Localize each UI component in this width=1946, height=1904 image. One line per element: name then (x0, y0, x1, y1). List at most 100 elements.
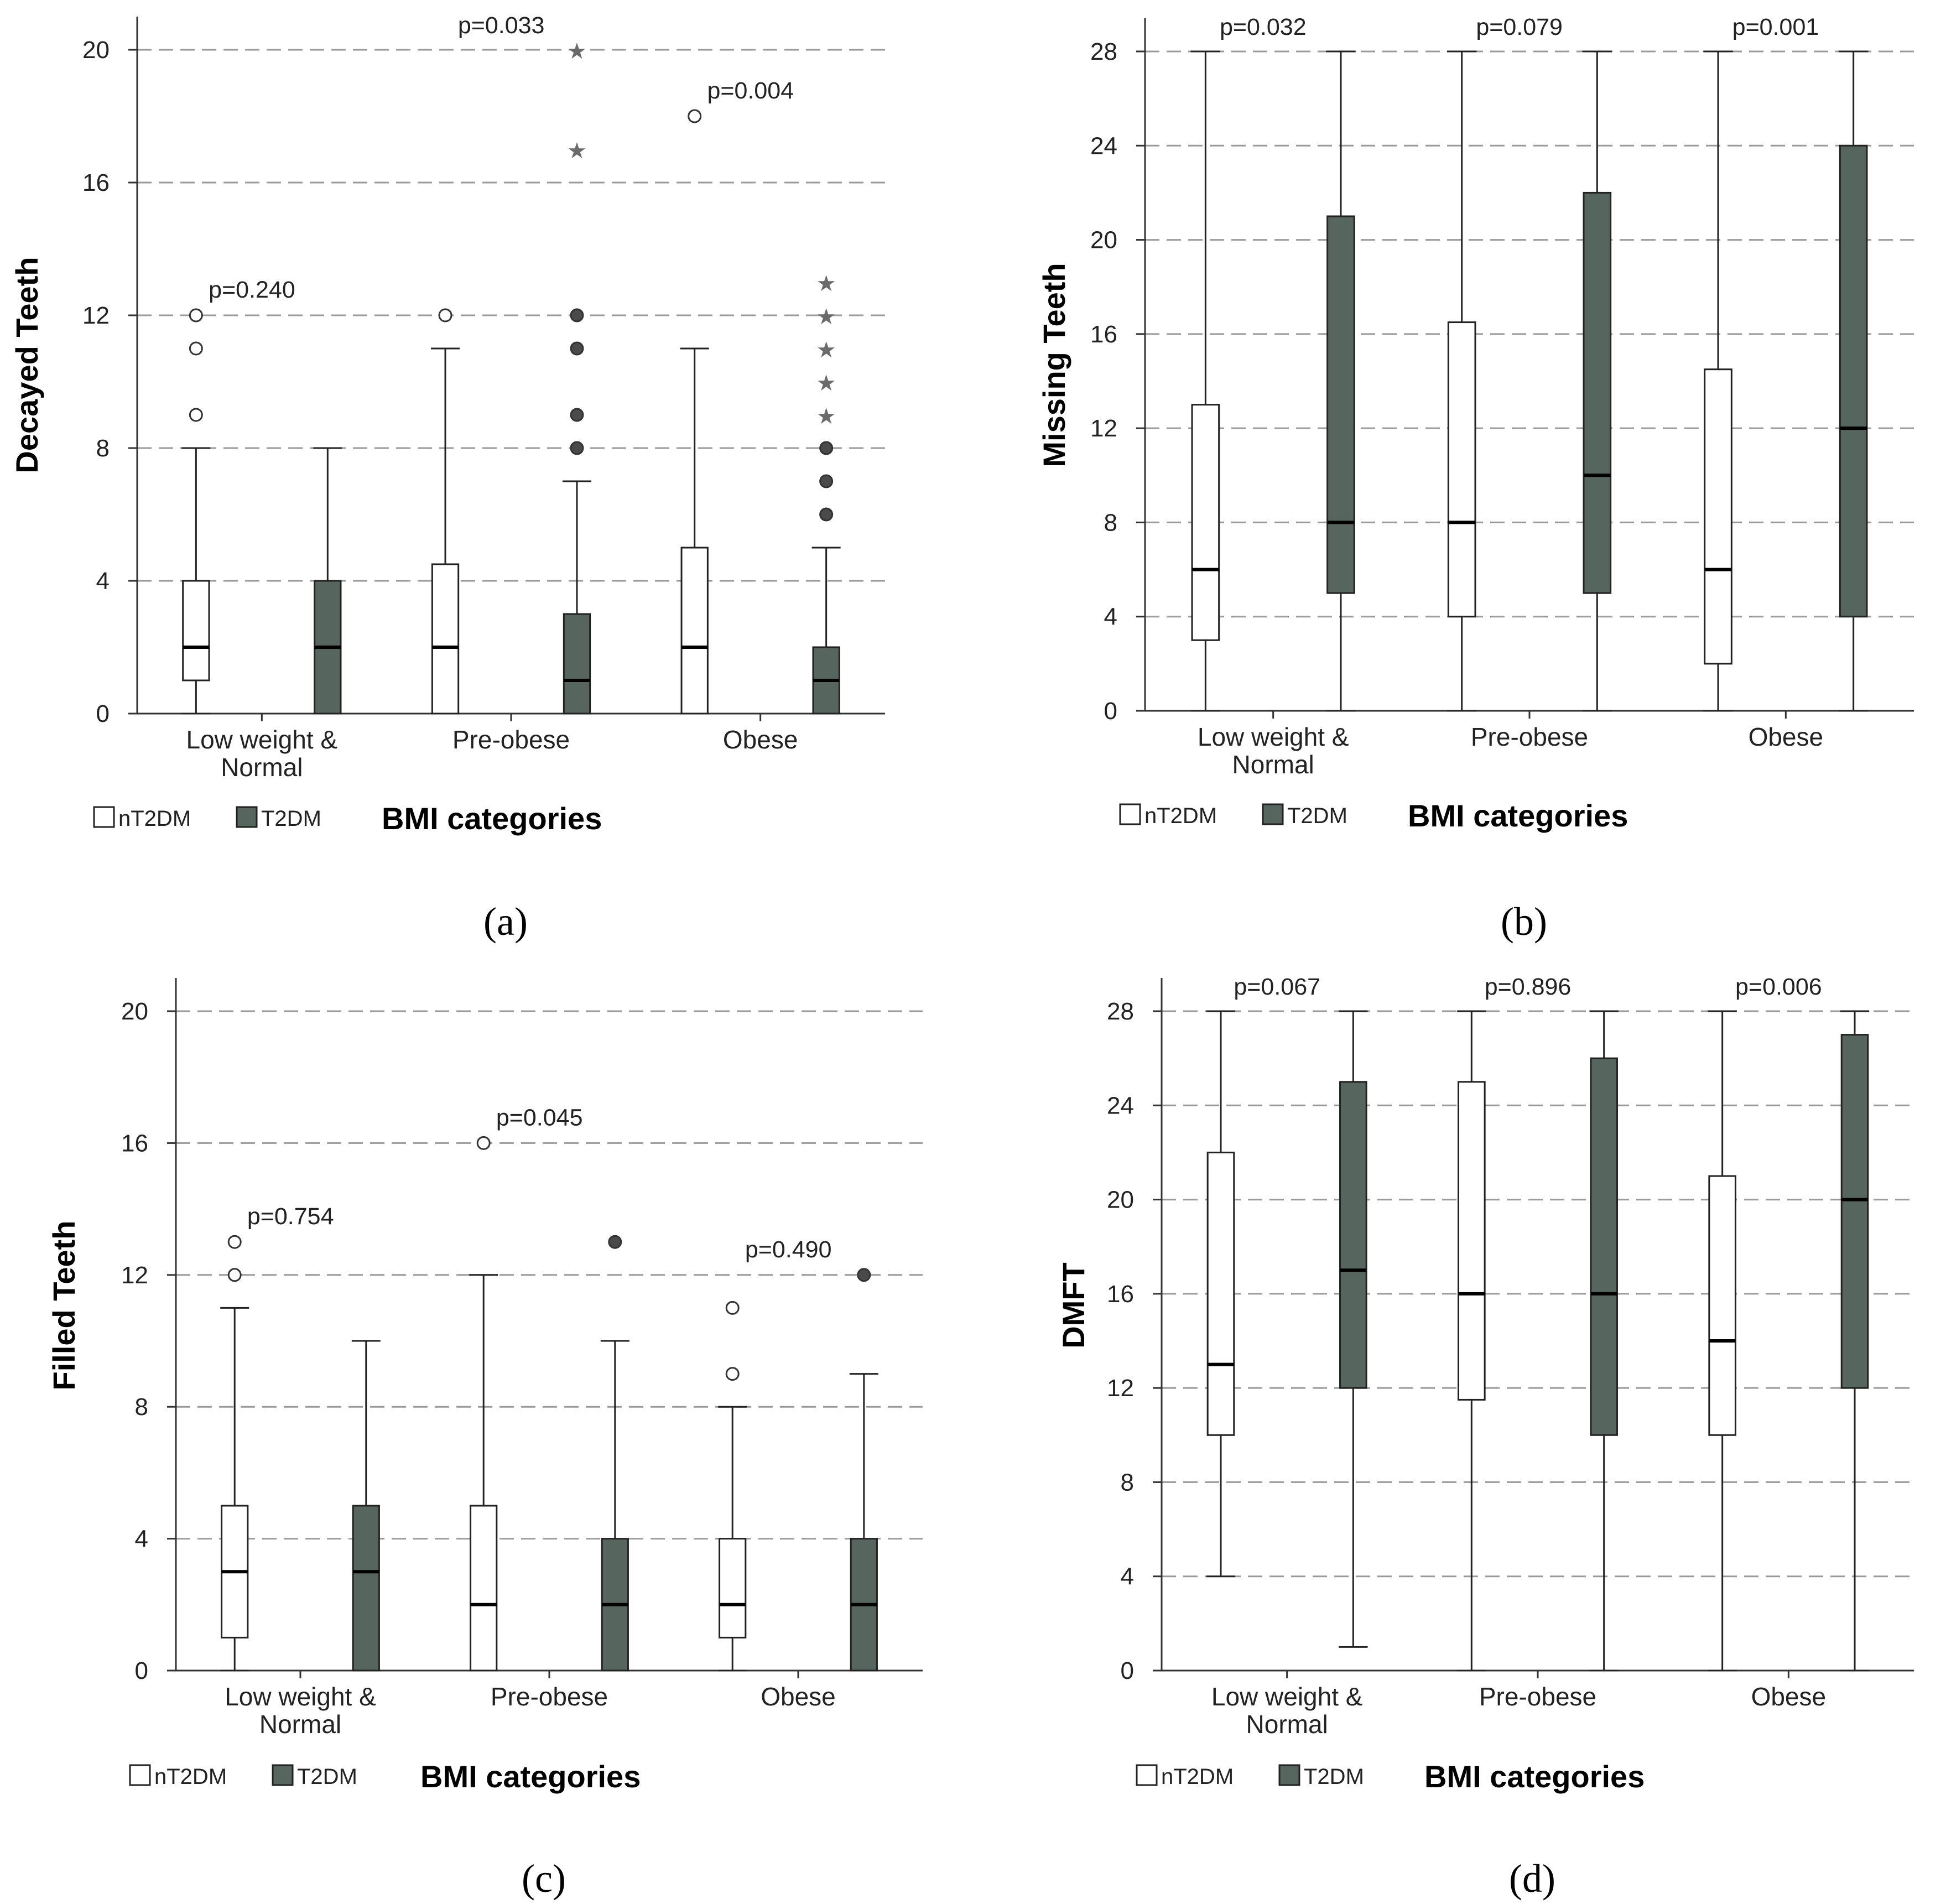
legend-label-tdm: T2DM (1304, 1765, 1364, 1789)
iqr-box (470, 1505, 498, 1672)
iqr-box (1840, 1034, 1869, 1389)
legend-label-tdm: T2DM (261, 807, 321, 831)
box-ntdm (1703, 50, 1733, 712)
box-ntdm (1447, 50, 1477, 712)
legend-label-tdm: T2DM (297, 1765, 357, 1789)
box-ntdm (220, 1235, 249, 1672)
y-tick-label: 20 (82, 37, 110, 64)
box-ntdm (469, 1136, 498, 1672)
y-axis-label: Filled Teeth (46, 1221, 81, 1391)
legend-swatch-ntdm (93, 806, 115, 828)
p-value-label: p=0.240 (209, 277, 295, 303)
y-tick-label: 16 (82, 169, 110, 196)
legend: nT2DM T2DM (1136, 1764, 1364, 1789)
x-tick-label: Pre-obese (1471, 722, 1588, 751)
x-tick-label: Obese (761, 1682, 836, 1711)
box-tdm (849, 1268, 878, 1672)
iqr-box (182, 580, 210, 682)
box-ntdm (430, 308, 460, 715)
x-axis-title: BMI categories (382, 801, 602, 836)
y-tick-label: 8 (135, 1393, 148, 1421)
box-ntdm (718, 1300, 747, 1672)
outlier-point (189, 408, 203, 422)
y-tick-label: 16 (1090, 321, 1117, 348)
iqr-box (431, 563, 460, 715)
y-tick-label: 20 (121, 998, 148, 1025)
outlier-point (189, 308, 203, 322)
p-value-label: p=0.079 (1476, 14, 1563, 40)
extreme-point: ★ (567, 138, 587, 164)
x-tick-label: Obese (723, 725, 798, 754)
iqr-box (719, 1538, 747, 1638)
legend-label-ntdm: nT2DM (1161, 1765, 1234, 1789)
box-tdm (1326, 50, 1356, 712)
iqr-box (1339, 1081, 1367, 1389)
outlier-point (438, 308, 452, 322)
legend-label-tdm: T2DM (1287, 804, 1347, 828)
x-axis-title: BMI categories (1424, 1759, 1645, 1794)
iqr-box (1839, 144, 1868, 618)
y-tick-label: 4 (96, 568, 110, 595)
legend-swatch-ntdm (1119, 803, 1141, 825)
box-tdm (1339, 1010, 1368, 1648)
x-tick-label: Normal (1232, 750, 1314, 779)
x-tick-label: Normal (221, 753, 303, 782)
x-tick-label: Pre-obese (1479, 1682, 1596, 1711)
outlier-point (476, 1136, 491, 1150)
iqr-box (1708, 1175, 1736, 1436)
extreme-point: ★ (567, 39, 587, 64)
y-tick-label: 16 (121, 1130, 148, 1157)
x-axis-title: BMI categories (420, 1759, 641, 1794)
panel-label: (b) (1501, 899, 1547, 944)
iqr-box (352, 1505, 380, 1672)
y-tick-label: 0 (1104, 698, 1117, 725)
iqr-box (1583, 191, 1612, 594)
chart-panel-a: 0 4 8 12 16 20 Decayed Teeth Low weight &Normal… (9, 12, 885, 944)
panel-label: (d) (1509, 1856, 1555, 1901)
y-tick-label: 4 (135, 1526, 148, 1553)
x-tick-label: Low weight & (1198, 722, 1349, 751)
box-ntdm (1457, 1010, 1486, 1672)
box-tdm: ★★ (562, 39, 592, 715)
y-tick-label: 20 (1107, 1187, 1134, 1214)
y-tick-label: 8 (1104, 509, 1117, 536)
box-tdm (600, 1235, 629, 1672)
iqr-box (1590, 1057, 1618, 1436)
box-ntdm (181, 308, 211, 715)
extreme-point: ★ (816, 271, 836, 296)
legend-swatch-tdm (1278, 1764, 1300, 1786)
y-tick-label: 0 (96, 700, 110, 727)
outlier-point (570, 408, 584, 422)
chart-panel-c: 0 4 8 12 16 20 Filled Teeth Low weight &Normal p… (46, 978, 923, 1901)
extreme-point: ★ (816, 404, 836, 429)
y-tick-label: 16 (1107, 1281, 1134, 1308)
p-value-label: p=0.001 (1732, 14, 1819, 40)
p-value-label: p=0.006 (1735, 974, 1822, 1000)
box-ntdm (1206, 1010, 1236, 1578)
y-tick-label: 8 (1121, 1469, 1134, 1496)
iqr-box (1326, 215, 1355, 594)
p-value-label: p=0.754 (247, 1203, 334, 1230)
x-tick-label: Low weight & (1211, 1682, 1363, 1711)
y-tick-label: 12 (121, 1262, 148, 1289)
p-value-label: p=0.896 (1485, 974, 1572, 1000)
box-tdm (351, 1340, 381, 1672)
outlier-point (227, 1268, 242, 1282)
outlier-point (570, 341, 584, 356)
legend: nT2DM T2DM (129, 1764, 357, 1789)
iqr-box (1458, 1081, 1486, 1401)
iqr-box (1704, 368, 1732, 665)
x-tick-label: Pre-obese (491, 1682, 608, 1711)
y-tick-label: 24 (1107, 1092, 1134, 1119)
outlier-point (725, 1300, 740, 1315)
outlier-point (570, 308, 584, 322)
y-tick-label: 8 (96, 435, 110, 462)
y-tick-label: 0 (1121, 1657, 1134, 1684)
p-value-label: p=0.045 (496, 1104, 583, 1131)
outlier-point (857, 1268, 871, 1282)
y-axis-label: Decayed Teeth (9, 257, 44, 473)
legend-swatch-ntdm (1136, 1764, 1158, 1786)
p-value-label: p=0.067 (1234, 974, 1320, 1000)
p-value-label: p=0.032 (1220, 14, 1307, 40)
x-tick-label: Normal (259, 1710, 341, 1739)
